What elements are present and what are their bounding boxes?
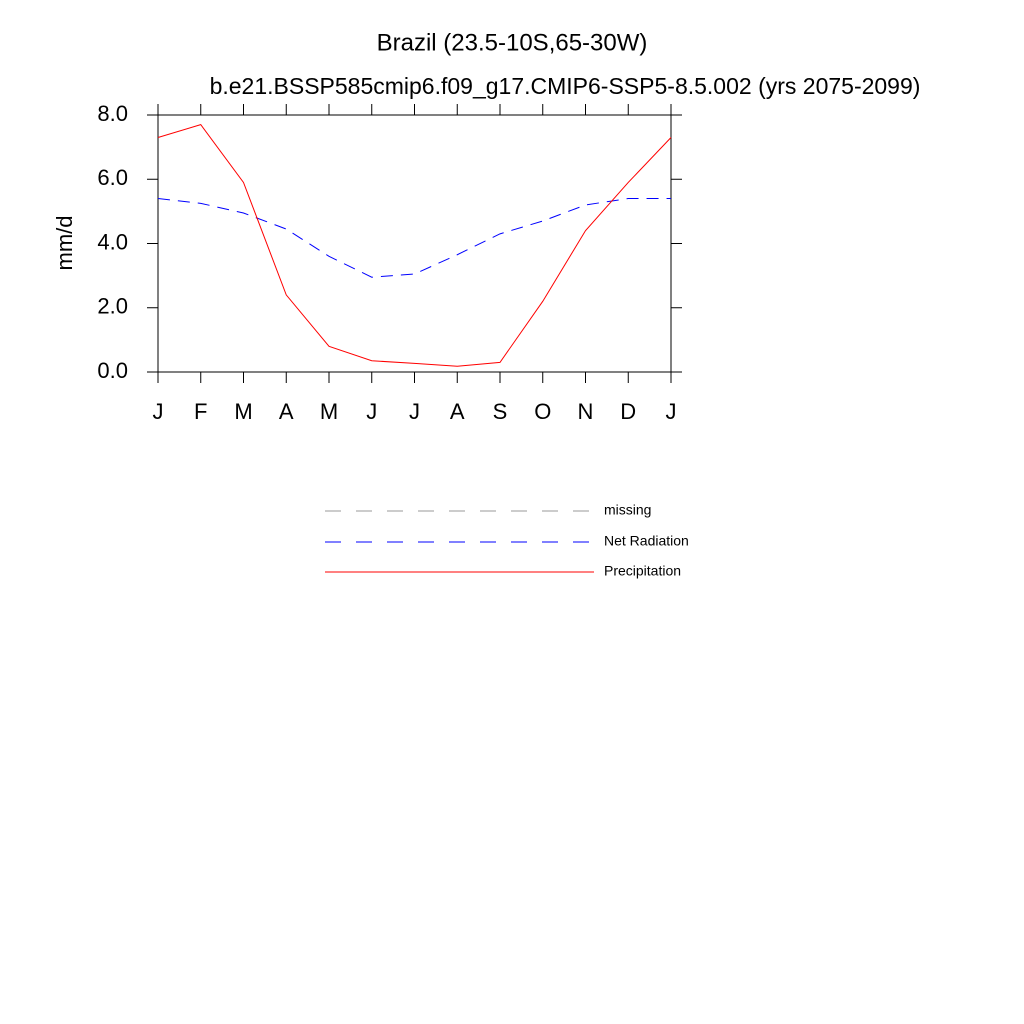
y-tick-label: 8.0 xyxy=(97,101,128,126)
y-tick-label: 4.0 xyxy=(97,229,128,254)
x-tick-label: D xyxy=(620,399,636,424)
series-line xyxy=(157,198,671,278)
x-tick-label: J xyxy=(153,399,164,424)
y-tick-label: 6.0 xyxy=(97,165,128,190)
x-tick-label: N xyxy=(578,399,594,424)
y-axis-label: mm/d xyxy=(52,216,77,271)
x-tick-label: J xyxy=(666,399,677,424)
x-tick-label: A xyxy=(450,399,465,424)
x-tick-label: J xyxy=(366,399,377,424)
legend-label: missing xyxy=(604,502,651,518)
x-tick-label: M xyxy=(320,399,338,424)
series-line xyxy=(157,124,672,367)
x-tick-label: O xyxy=(534,399,551,424)
x-tick-label: S xyxy=(493,399,508,424)
x-tick-label: A xyxy=(279,399,294,424)
legend-label: Precipitation xyxy=(604,563,681,579)
x-tick-label: J xyxy=(409,399,420,424)
chart-subtitle: b.e21.BSSP585cmip6.f09_g17.CMIP6-SSP5-8.… xyxy=(210,73,921,99)
legend-label: Net Radiation xyxy=(604,533,689,549)
plot-frame xyxy=(157,114,672,373)
y-tick-label: 2.0 xyxy=(97,294,128,319)
x-tick-label: F xyxy=(194,399,207,424)
y-tick-label: 0.0 xyxy=(97,358,128,383)
x-tick-label: M xyxy=(234,399,252,424)
chart-title: Brazil (23.5-10S,65-30W) xyxy=(377,29,648,56)
